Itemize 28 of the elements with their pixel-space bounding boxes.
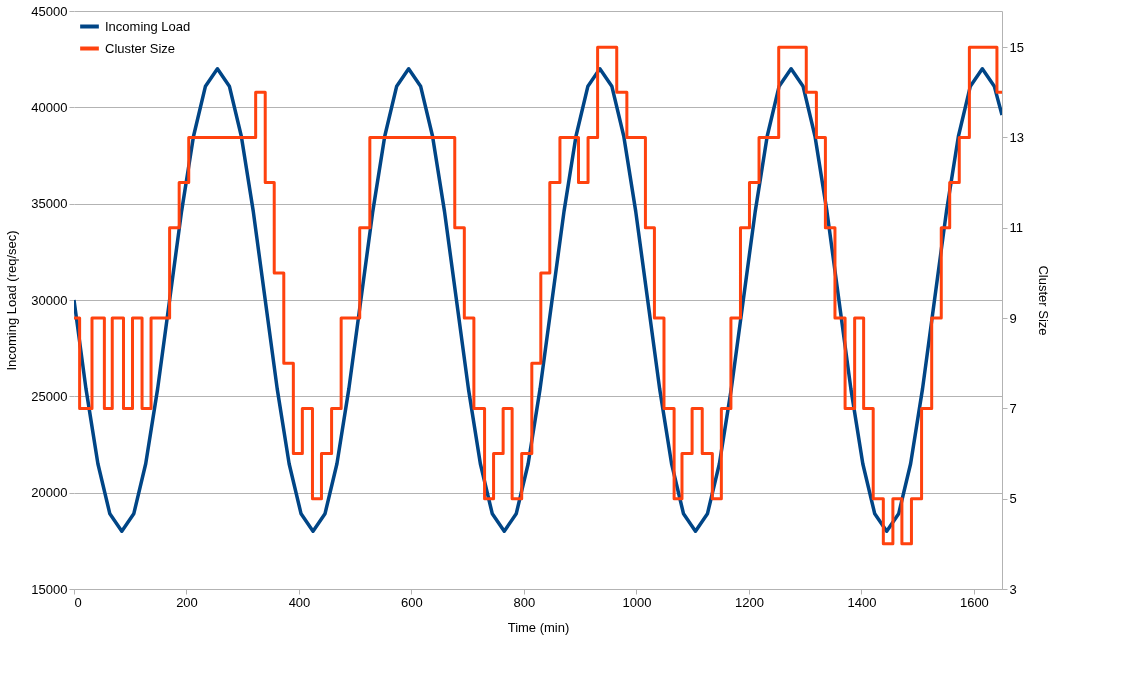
y-tick-label: 25000 xyxy=(31,388,68,404)
legend-label: Incoming Load xyxy=(105,18,191,34)
y2-tick-label: 3 xyxy=(1009,581,1017,597)
y-tick-label: 35000 xyxy=(31,196,68,212)
y2-axis-title: Cluster Size xyxy=(1035,265,1051,336)
x-tick-label: 1400 xyxy=(847,594,877,610)
y2-tick-label: 15 xyxy=(1009,39,1024,55)
x-axis-title: Time (min) xyxy=(507,619,570,635)
y-tick-label: 45000 xyxy=(31,3,68,19)
y2-tick-label: 9 xyxy=(1009,310,1017,326)
x-tick-label: 200 xyxy=(176,594,198,610)
x-tick-label: 600 xyxy=(401,594,423,610)
legend-label: Cluster Size xyxy=(105,40,176,56)
y2-tick-label: 5 xyxy=(1009,491,1017,507)
y-tick-label: 20000 xyxy=(31,485,68,501)
x-tick-label: 400 xyxy=(288,594,311,610)
x-tick-label: 1000 xyxy=(622,594,652,610)
x-tick-label: 0 xyxy=(74,594,82,610)
y-axis-title: Incoming Load (req/sec) xyxy=(4,230,20,371)
x-tick-label: 1200 xyxy=(734,594,764,610)
y2-tick-label: 13 xyxy=(1009,129,1024,145)
x-tick-label: 1600 xyxy=(959,594,989,610)
y2-tick-label: 11 xyxy=(1009,220,1023,236)
y-tick-label: 15000 xyxy=(31,581,68,597)
y2-tick-label: 7 xyxy=(1009,400,1017,416)
y-tick-label: 40000 xyxy=(31,99,68,115)
y-tick-label: 30000 xyxy=(31,292,68,308)
x-tick-label: 800 xyxy=(513,594,536,610)
